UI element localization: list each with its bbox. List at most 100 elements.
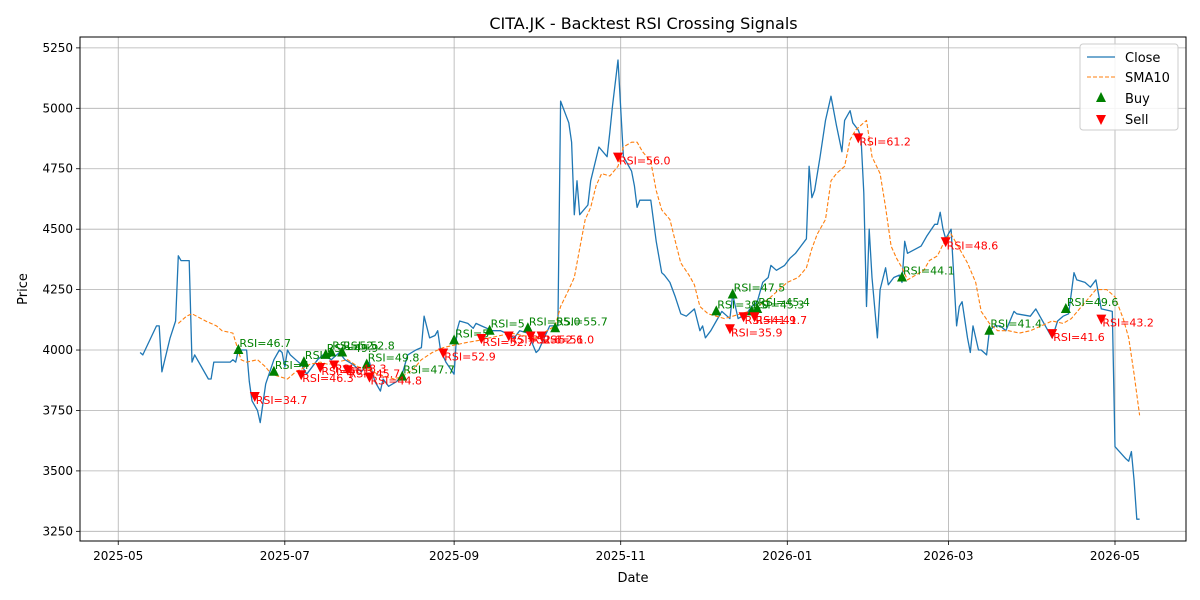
- sell-marker: [249, 391, 260, 402]
- sell-label: RSI=61.2: [859, 135, 911, 148]
- x-tick-label: 2025-09: [429, 549, 479, 563]
- x-tick-label: 2025-11: [596, 549, 646, 563]
- sell-label: RSI=51.0: [543, 334, 595, 347]
- buy-marker: [752, 302, 763, 313]
- plot-area-frame: [79, 36, 1187, 542]
- buy-marker: [233, 344, 244, 355]
- buy-label: RSI=52.8: [343, 339, 395, 352]
- sell-label: RSI=52.6: [532, 334, 584, 347]
- legend-label: Sell: [1125, 113, 1148, 128]
- buy-marker: [984, 324, 995, 335]
- y-tick-label: 5000: [42, 101, 73, 115]
- y-tick-label: 4500: [42, 222, 73, 236]
- x-tick-label: 2025-07: [260, 549, 310, 563]
- y-tick-label: 5250: [42, 41, 73, 55]
- sell-label: RSI=46.3: [302, 372, 354, 385]
- buy-label: RSI=45.4: [758, 296, 810, 309]
- buy-marker: [896, 271, 907, 282]
- x-axis-label: Date: [617, 571, 648, 586]
- sell-label: RSI=44.8: [370, 375, 422, 388]
- buy-marker: [522, 322, 533, 333]
- buy-label: RSI=47.5: [734, 281, 786, 294]
- sell-marker: [612, 152, 623, 163]
- buy-marker: [361, 358, 372, 369]
- buy-marker: [397, 370, 408, 381]
- sell-marker: [940, 237, 951, 248]
- buy-marker: [337, 346, 348, 357]
- sell-label: RSI=48.6: [947, 239, 999, 252]
- x-tick-label: 2026-03: [923, 549, 973, 563]
- buy-marker: [1060, 302, 1071, 313]
- sell-label: RSI=43.2: [1102, 317, 1154, 330]
- sell-marker: [315, 362, 326, 373]
- legend-label: Close: [1125, 51, 1160, 66]
- sell-marker: [724, 324, 735, 335]
- grid-lines: [80, 37, 1186, 541]
- sell-marker: [296, 370, 307, 381]
- signal-markers: RSI=46.7RSI=4RSI=RSI=49.9RSI=52RSI=52.8R…: [233, 133, 1154, 407]
- buy-label: RSI=5: [491, 318, 525, 331]
- sell-marker: [738, 312, 749, 323]
- sell-label: RSI=41.9: [745, 314, 797, 327]
- sell-marker: [328, 360, 339, 371]
- sell-marker: [749, 312, 760, 323]
- legend-sell-swatch: [1096, 115, 1106, 125]
- buy-marker: [711, 305, 722, 316]
- sell-label: RSI=35.9: [731, 326, 783, 339]
- legend-label: Buy: [1125, 92, 1150, 107]
- buy-label: RSI=4: [275, 359, 309, 372]
- sma10-line: [177, 119, 1141, 416]
- sell-marker: [503, 331, 514, 342]
- buy-label: RSI=55.7: [556, 315, 608, 328]
- y-tick-label: 4250: [42, 283, 73, 297]
- sell-label: RSI=52.9: [444, 350, 496, 363]
- y-tick-label: 3500: [42, 464, 73, 478]
- buy-label: RSI=55.0: [529, 315, 581, 328]
- legend-label: SMA10: [1125, 71, 1170, 86]
- legend: Close SMA10 Buy Sell: [1079, 43, 1179, 131]
- sell-label: RSI=52.7: [482, 336, 534, 349]
- y-axis-ticks: 3250 3500 3750 4000 4250 4500 4750 5000 5250: [42, 41, 80, 538]
- y-tick-label: 4000: [42, 343, 73, 357]
- sell-label: RSI=52.6: [510, 334, 562, 347]
- x-tick-label: 2026-05: [1090, 549, 1140, 563]
- buy-marker: [727, 288, 738, 299]
- buy-label: RSI=46.7: [239, 337, 291, 350]
- sell-marker: [525, 331, 536, 342]
- x-tick-label: 2026-01: [762, 549, 812, 563]
- buy-marker: [484, 324, 495, 335]
- buy-marker: [298, 356, 309, 367]
- sell-marker: [1096, 314, 1107, 325]
- sell-marker: [476, 333, 487, 344]
- buy-label: RSI=49.6: [1067, 296, 1119, 309]
- x-axis-ticks: 2025-05 2025-07 2025-09 2025-11 2026-01 2026-…: [93, 541, 1140, 563]
- y-tick-label: 3750: [42, 403, 73, 417]
- sell-label: RSI=41.7: [756, 314, 808, 327]
- sell-marker: [342, 365, 353, 376]
- buy-label: RSI=45.3: [753, 298, 805, 311]
- sell-label: RSI=34.7: [256, 394, 308, 407]
- legend-box: [1079, 43, 1179, 131]
- buy-marker: [268, 365, 279, 376]
- legend-buy-swatch: [1096, 92, 1106, 102]
- sell-marker: [438, 348, 449, 359]
- sell-label: RSI=41.6: [1053, 331, 1105, 344]
- y-tick-label: 3250: [42, 524, 73, 538]
- buy-label: RSI=49.8: [368, 352, 420, 365]
- sell-label: RSI=56.0: [619, 155, 671, 168]
- y-axis-label: Price: [16, 273, 31, 305]
- buy-marker: [550, 322, 561, 333]
- buy-label: RSI=44.1: [903, 265, 955, 278]
- sell-label: RSI=45.7: [349, 367, 401, 380]
- buy-label: RSI=41.4: [990, 318, 1042, 331]
- y-tick-label: 4750: [42, 162, 73, 176]
- buy-label: RSI=47.7: [403, 364, 455, 377]
- sell-marker: [536, 331, 547, 342]
- buy-marker: [326, 346, 337, 357]
- sell-marker: [364, 372, 375, 383]
- buy-marker: [449, 334, 460, 345]
- x-tick-label: 2025-05: [93, 549, 143, 563]
- chart-title: CITA.JK - Backtest RSI Crossing Signals: [489, 14, 797, 33]
